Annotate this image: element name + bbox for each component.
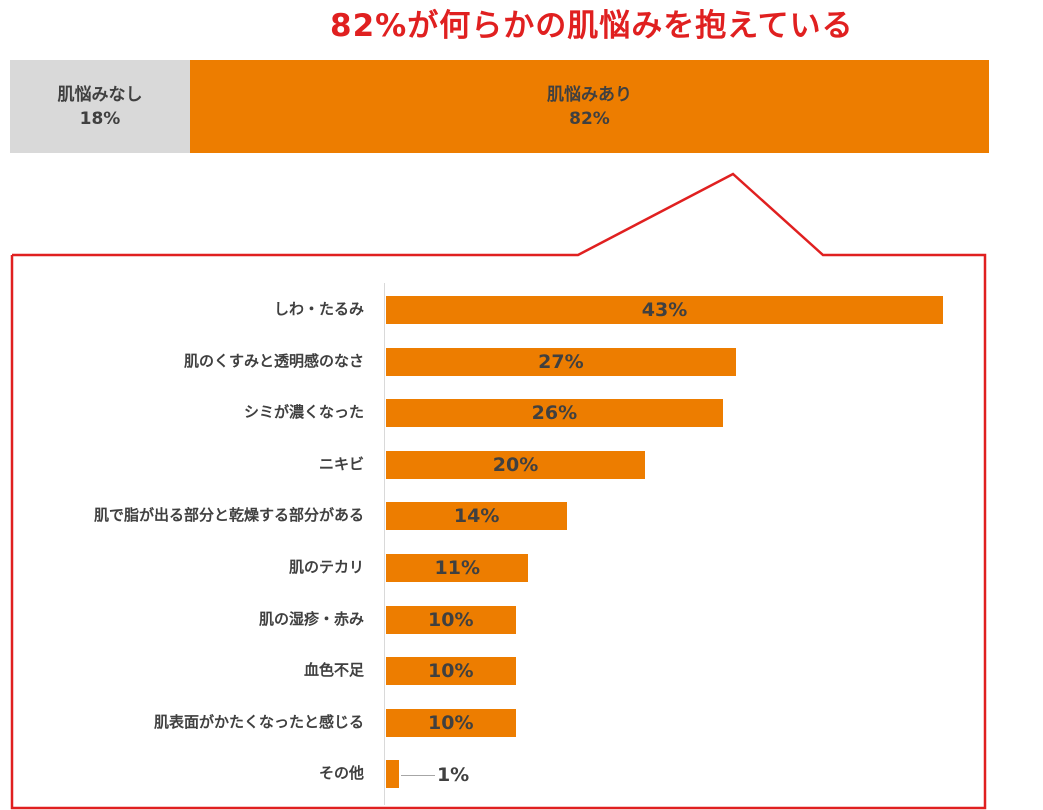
category-label: 血色不足 bbox=[303, 661, 364, 680]
callout-outline bbox=[10, 172, 987, 810]
bar-value-label: 27% bbox=[538, 350, 584, 373]
category-axis-line bbox=[384, 283, 385, 805]
bar bbox=[386, 296, 943, 324]
overview-stacked-bar: 肌悩みなし 18% 肌悩みあり 82% bbox=[10, 60, 989, 153]
bar-value-label: 43% bbox=[641, 299, 688, 321]
bar-value-label: 26% bbox=[531, 402, 578, 425]
bar-value-label: 11% bbox=[434, 557, 480, 579]
headline: 82%が何らかの肌悩みを抱えている bbox=[330, 8, 854, 44]
category-label: 肌の湿疹・赤み bbox=[258, 609, 364, 628]
segment-has-concern-label: 肌悩みあり bbox=[547, 84, 632, 105]
bar bbox=[386, 450, 646, 479]
bar-value-label: 10% bbox=[428, 660, 474, 683]
bar-value-label: 14% bbox=[453, 505, 500, 528]
category-label: 肌で脂が出る部分と乾燥する部分がある bbox=[93, 506, 364, 525]
segment-no-concern-value: 18% bbox=[79, 108, 121, 129]
category-label: ニキビ bbox=[318, 454, 364, 473]
bar bbox=[386, 502, 568, 531]
bar bbox=[386, 657, 516, 686]
segment-no-concern-label: 肌悩みなし bbox=[57, 84, 143, 105]
category-label: 肌のくすみと透明感のなさ bbox=[183, 351, 364, 370]
bar-value-label: 10% bbox=[428, 711, 474, 734]
category-label: シミが濃くなった bbox=[243, 403, 364, 422]
bar bbox=[386, 399, 723, 428]
category-label: その他 bbox=[318, 764, 364, 783]
segment-no-concern: 肌悩みなし 18% bbox=[10, 60, 190, 153]
bar bbox=[386, 760, 399, 789]
category-label: 肌表面がかたくなったと感じる bbox=[153, 712, 364, 731]
bar-value-label: 20% bbox=[492, 453, 539, 476]
category-label: 肌のテカリ bbox=[288, 558, 364, 576]
category-label: しわ・たるみ bbox=[273, 300, 364, 318]
bar-value-label: 1% bbox=[436, 764, 470, 787]
segment-has-concern-value: 82% bbox=[569, 108, 610, 129]
segment-has-concern: 肌悩みあり 82% bbox=[190, 60, 989, 153]
value-leader-line bbox=[400, 775, 435, 777]
bar bbox=[386, 708, 516, 737]
bar bbox=[386, 347, 736, 376]
bar bbox=[386, 554, 529, 582]
bar-value-label: 10% bbox=[428, 608, 474, 631]
bar bbox=[386, 605, 516, 634]
